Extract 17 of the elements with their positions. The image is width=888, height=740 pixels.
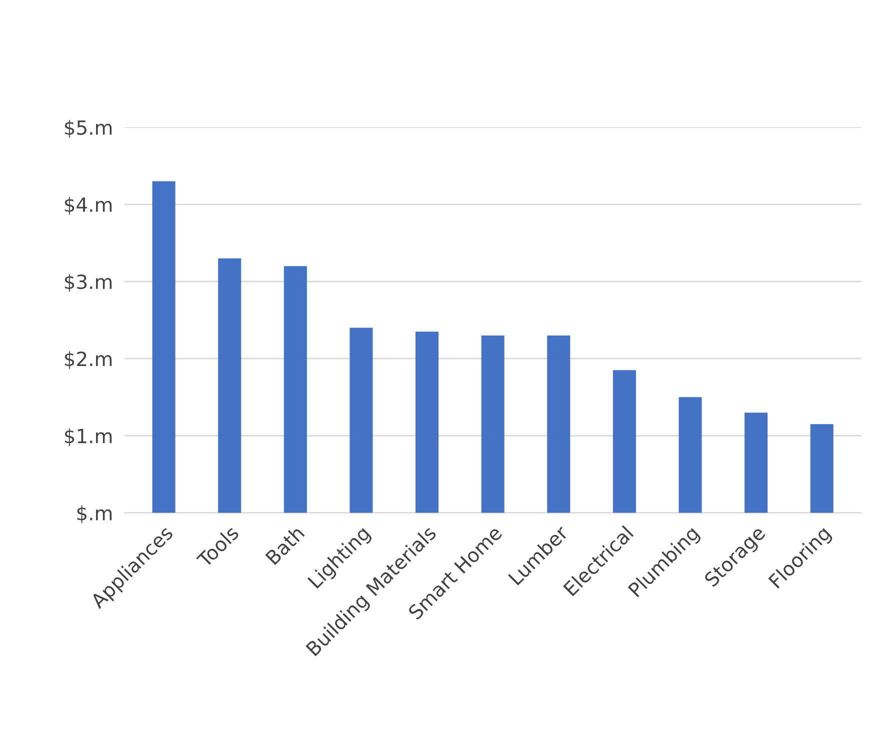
bar [744, 412, 768, 513]
y-tick-label: $5.m [64, 120, 112, 138]
bar [152, 181, 176, 513]
bar [547, 335, 570, 513]
bar [350, 328, 373, 513]
bar [416, 332, 439, 513]
y-tick-label: $.m [77, 505, 112, 524]
bar [218, 258, 242, 513]
bar [284, 266, 307, 513]
y-tick-label: $3.m [64, 274, 112, 292]
bar [481, 335, 504, 513]
bar [612, 370, 636, 513]
bar [810, 424, 834, 513]
y-tick-label: $2.m [64, 351, 112, 369]
y-tick-label: $1.m [64, 428, 112, 446]
bar [678, 397, 702, 513]
y-tick-label: $4.m [64, 197, 112, 215]
